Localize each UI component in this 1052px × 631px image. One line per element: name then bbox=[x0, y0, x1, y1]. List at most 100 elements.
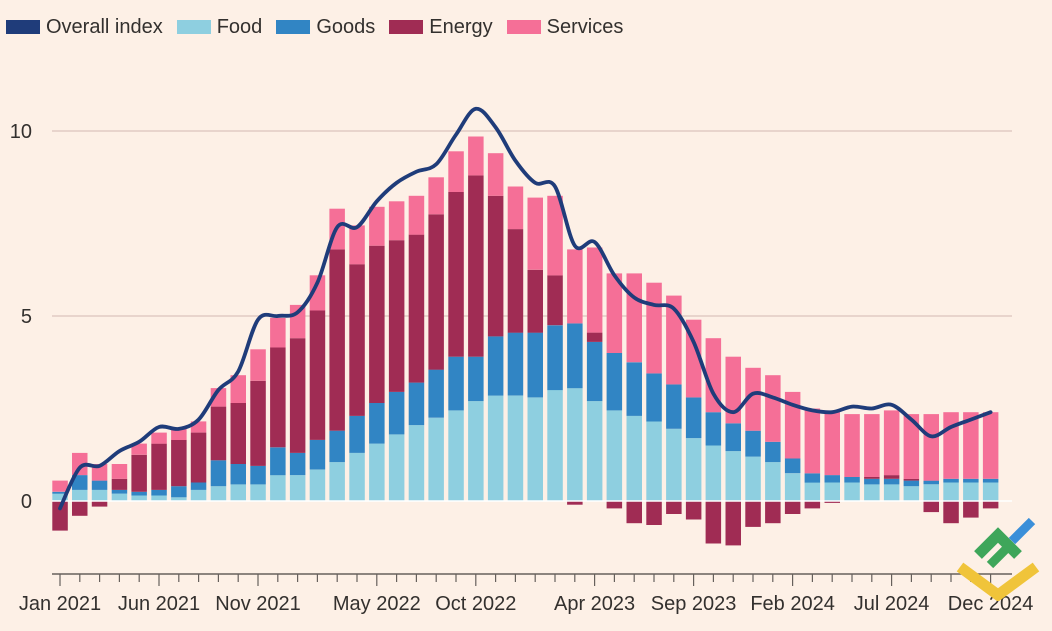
bar-food-19 bbox=[428, 417, 444, 502]
bar-food-3 bbox=[111, 493, 128, 501]
bar-services-19 bbox=[428, 177, 444, 215]
bar-food-14 bbox=[329, 462, 345, 501]
bar-food-40 bbox=[844, 482, 860, 501]
bar-services-29 bbox=[626, 273, 642, 363]
bar-services-24 bbox=[527, 197, 543, 270]
x-tick-label-32: Sep 2023 bbox=[651, 593, 737, 615]
bar-goods-16 bbox=[369, 402, 385, 444]
bar-services-28 bbox=[606, 273, 623, 353]
bar-energy-20 bbox=[448, 192, 464, 357]
bar-goods-18 bbox=[408, 382, 425, 426]
bar-goods-28 bbox=[606, 353, 623, 411]
bar-food-5 bbox=[151, 495, 167, 501]
brand-logo-icon bbox=[956, 517, 1040, 601]
bar-food-29 bbox=[626, 415, 642, 501]
bar-services-6 bbox=[171, 428, 187, 440]
chart-legend: Overall index Food Goods Energy Services bbox=[6, 14, 623, 40]
bar-goods-26 bbox=[567, 323, 583, 389]
bar-energy-39 bbox=[824, 501, 840, 503]
bar-food-16 bbox=[369, 443, 385, 501]
bar-goods-42 bbox=[883, 478, 900, 485]
x-tick-label-0: Jan 2021 bbox=[19, 593, 101, 615]
bar-services-47 bbox=[982, 412, 999, 479]
bar-food-6 bbox=[171, 497, 187, 501]
legend-swatch-energy bbox=[389, 20, 424, 34]
bar-goods-32 bbox=[685, 397, 702, 439]
legend-swatch-services bbox=[506, 20, 541, 34]
bar-energy-42 bbox=[883, 475, 900, 479]
bar-services-46 bbox=[963, 412, 979, 479]
bar-services-40 bbox=[844, 414, 860, 477]
x-tick-label-37: Feb 2024 bbox=[750, 593, 835, 615]
bar-food-2 bbox=[91, 489, 108, 501]
bar-food-15 bbox=[349, 452, 365, 501]
bar-goods-37 bbox=[784, 458, 801, 474]
bar-goods-33 bbox=[705, 412, 722, 446]
bar-services-15 bbox=[349, 225, 365, 265]
bar-goods-20 bbox=[448, 356, 464, 411]
bar-services-31 bbox=[666, 295, 682, 385]
bar-energy-25 bbox=[547, 275, 563, 326]
bar-food-25 bbox=[547, 390, 563, 501]
bar-goods-14 bbox=[329, 430, 345, 463]
bar-energy-4 bbox=[131, 454, 147, 492]
bar-food-11 bbox=[270, 475, 286, 501]
bar-goods-13 bbox=[309, 439, 326, 470]
bar-energy-11 bbox=[270, 347, 286, 448]
bar-energy-2 bbox=[91, 501, 108, 507]
bar-food-31 bbox=[666, 428, 682, 501]
bar-services-10 bbox=[250, 349, 266, 381]
bar-services-9 bbox=[230, 375, 246, 403]
bar-food-41 bbox=[864, 484, 880, 501]
bar-services-37 bbox=[784, 391, 801, 459]
bar-services-34 bbox=[725, 356, 741, 424]
bar-energy-0 bbox=[52, 501, 68, 531]
bar-energy-13 bbox=[309, 310, 326, 440]
legend-item-food: Food bbox=[176, 14, 262, 40]
bar-services-42 bbox=[883, 410, 900, 476]
y-tick-label-5: 5 bbox=[21, 306, 32, 328]
bar-goods-4 bbox=[131, 491, 147, 496]
legend-item-goods: Goods bbox=[276, 14, 375, 40]
bar-services-4 bbox=[131, 443, 147, 455]
bar-energy-44 bbox=[923, 501, 939, 513]
bar-energy-3 bbox=[111, 478, 128, 490]
bar-energy-19 bbox=[428, 214, 444, 370]
bar-goods-36 bbox=[765, 441, 781, 463]
bar-energy-30 bbox=[646, 501, 662, 525]
bar-services-45 bbox=[943, 412, 959, 479]
bar-food-35 bbox=[745, 456, 761, 501]
x-tick-label-42: Jul 2024 bbox=[854, 593, 930, 615]
bar-food-33 bbox=[705, 445, 722, 501]
bar-services-11 bbox=[270, 317, 286, 348]
bar-food-36 bbox=[765, 462, 781, 501]
bar-food-39 bbox=[824, 482, 840, 501]
bar-food-46 bbox=[963, 482, 979, 501]
bar-energy-31 bbox=[666, 501, 682, 514]
legend-item-overall: Overall index bbox=[6, 14, 163, 40]
bar-energy-5 bbox=[151, 443, 167, 490]
bar-goods-25 bbox=[547, 325, 563, 391]
bar-food-32 bbox=[685, 438, 702, 501]
bar-goods-47 bbox=[982, 478, 999, 483]
bar-food-23 bbox=[507, 395, 524, 501]
bar-energy-12 bbox=[289, 338, 306, 453]
bar-goods-23 bbox=[507, 332, 524, 396]
bar-services-20 bbox=[448, 151, 464, 192]
bar-food-34 bbox=[725, 451, 741, 501]
bar-goods-31 bbox=[666, 384, 682, 429]
bar-energy-6 bbox=[171, 439, 187, 487]
bar-services-36 bbox=[765, 375, 781, 442]
legend-label-goods: Goods bbox=[316, 16, 376, 38]
bar-goods-22 bbox=[487, 336, 504, 396]
bar-energy-8 bbox=[210, 406, 227, 461]
bar-services-1 bbox=[72, 452, 88, 476]
bar-services-21 bbox=[468, 136, 484, 176]
bar-goods-2 bbox=[91, 480, 108, 490]
bar-food-18 bbox=[408, 425, 425, 501]
bar-energy-32 bbox=[685, 501, 702, 520]
bar-services-0 bbox=[52, 480, 68, 492]
bar-services-35 bbox=[745, 367, 761, 431]
bar-food-0 bbox=[52, 493, 68, 501]
bar-food-12 bbox=[289, 475, 306, 501]
